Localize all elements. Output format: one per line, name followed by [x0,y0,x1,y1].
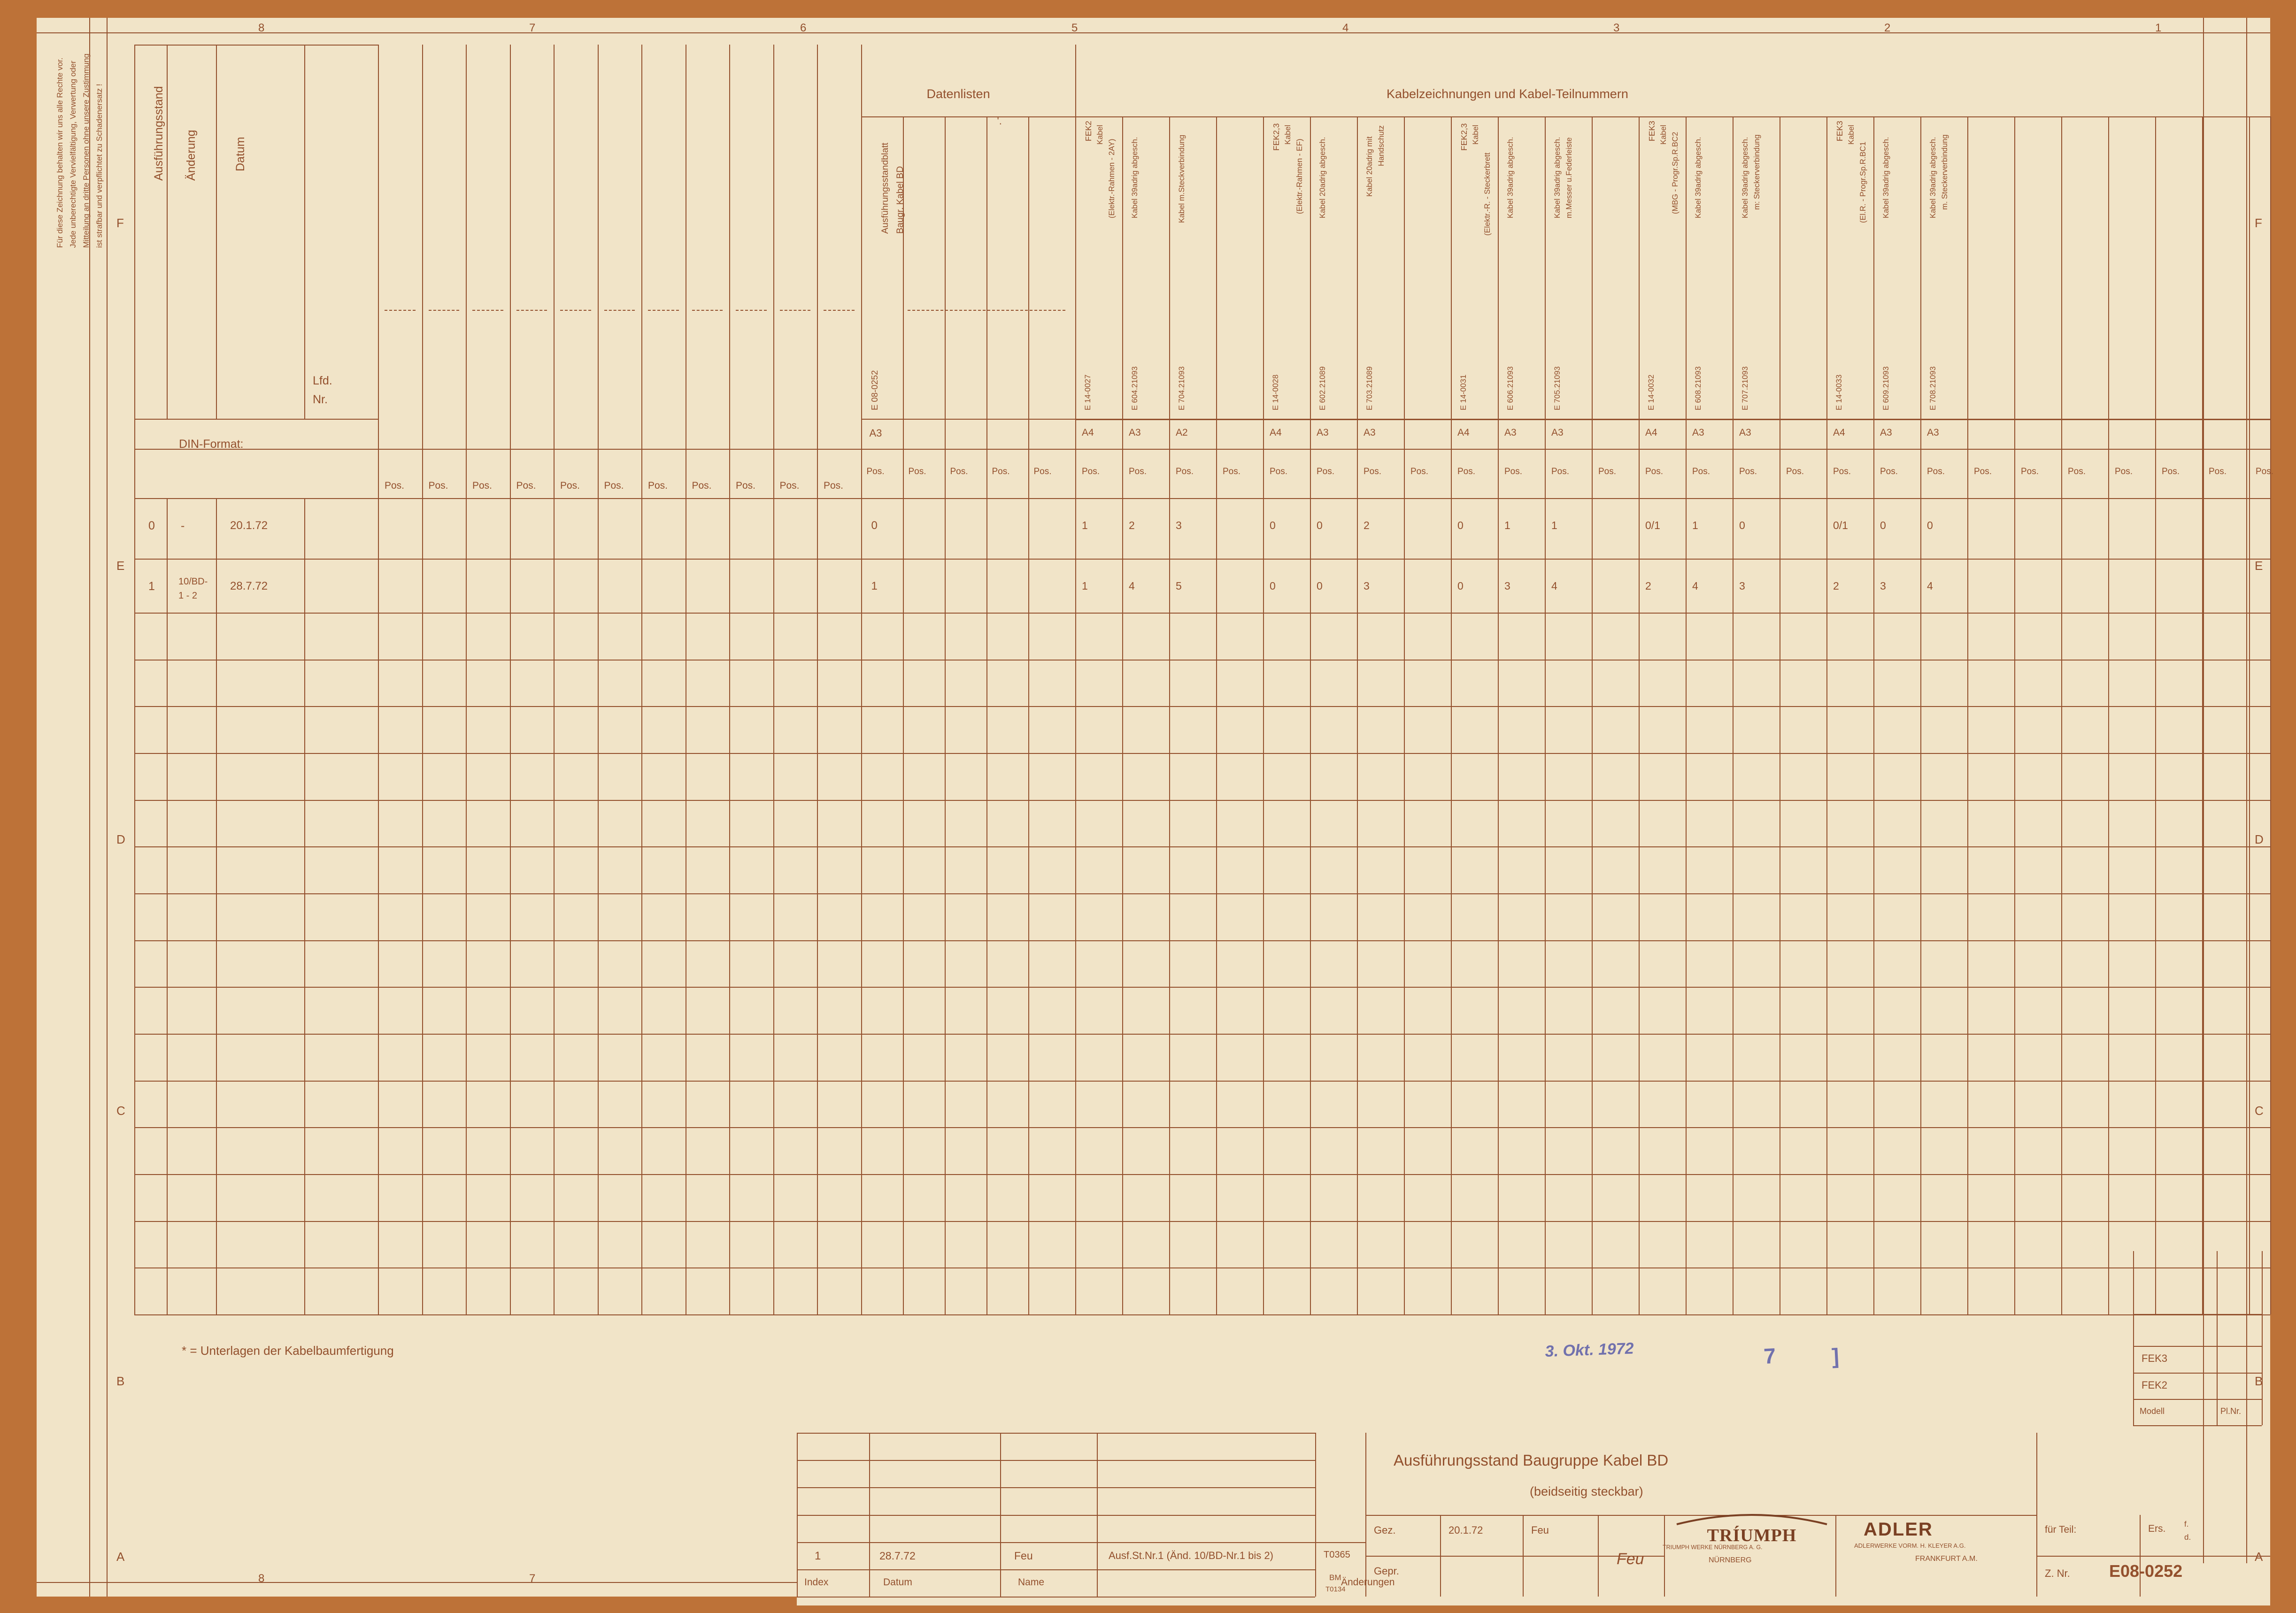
svg-text:ADLER: ADLER [1864,1519,1933,1540]
svg-text:TRÍUMPH: TRÍUMPH [1707,1526,1797,1545]
